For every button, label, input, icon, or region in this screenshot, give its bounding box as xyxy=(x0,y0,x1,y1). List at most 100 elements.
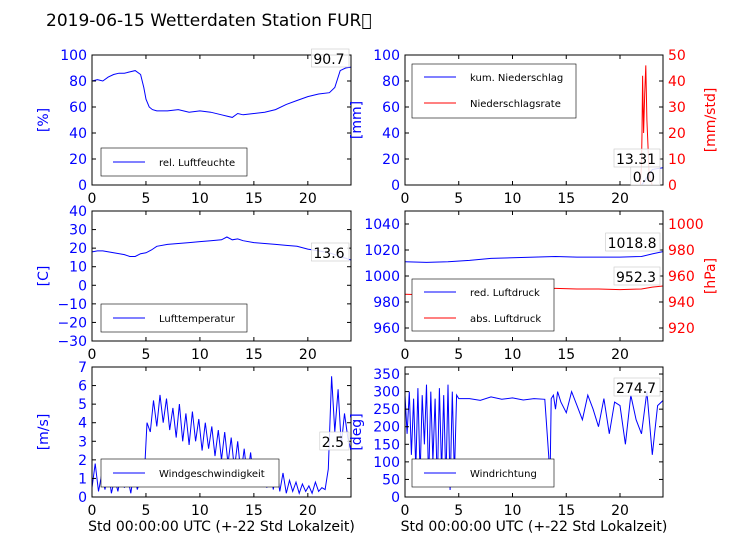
legend-box xyxy=(411,63,577,119)
y-tick-label: 4 xyxy=(78,416,87,432)
legend-label: red. Luftdruck xyxy=(470,288,540,299)
panel-3: 0 5 10 15 20 −30 −20 −10 0 10 20 30 40 [C] Lufttempera… xyxy=(36,204,352,363)
panel-1: 0 5 10 15 20 0 20 40 60 80 100 [%] rel. Luftfeuchte 9… xyxy=(36,48,352,207)
plot-frame xyxy=(404,366,664,498)
series-line-1 xyxy=(405,167,663,185)
y2-tick-label: 10 xyxy=(668,152,686,168)
x-tick-label: 10 xyxy=(504,191,522,207)
series-line-1 xyxy=(405,251,663,263)
y2-tick-label: 960 xyxy=(668,269,695,285)
y-tick-label: −10 xyxy=(57,297,87,313)
legend-label: rel. Luftfeuchte xyxy=(159,158,235,169)
series-line-1 xyxy=(92,66,351,118)
y-tick-label: −30 xyxy=(57,334,87,350)
y-tick-label: 80 xyxy=(382,74,400,90)
series-line-1 xyxy=(92,236,351,261)
y-tick-label: 0 xyxy=(391,178,400,194)
y-tick-label: 100 xyxy=(373,48,400,64)
x-tick-label: 20 xyxy=(299,191,317,207)
legend-box xyxy=(411,278,555,332)
y-tick-label: 200 xyxy=(373,420,400,436)
y-axis-label: [%] xyxy=(36,108,52,132)
y2-tick-label: 40 xyxy=(668,74,686,90)
y2-tick-label: 920 xyxy=(668,321,695,337)
y-tick-label: 150 xyxy=(373,437,400,453)
y-tick-label: 60 xyxy=(69,100,87,116)
x-tick-label: 10 xyxy=(191,503,209,519)
y-tick-label: 10 xyxy=(69,260,87,276)
y-tick-label: 40 xyxy=(382,126,400,142)
y2-tick-label: 940 xyxy=(668,295,695,311)
y-tick-label: 100 xyxy=(373,455,400,471)
annotation-value-box xyxy=(311,48,350,68)
y-tick-label: 1040 xyxy=(364,217,400,233)
y-tick-label: 0 xyxy=(78,278,87,294)
y-tick-label: 0 xyxy=(78,490,87,506)
x-tick-label: 20 xyxy=(299,347,317,363)
annotation-value-2-box xyxy=(630,166,661,186)
y-axis-label: [deg] xyxy=(349,413,365,450)
y-tick-label: 5 xyxy=(78,397,87,413)
x-tick-label: 15 xyxy=(557,347,575,363)
annotation-value-box xyxy=(613,377,661,397)
y-axis-label: [mm] xyxy=(349,101,365,139)
x-tick-label: 15 xyxy=(557,503,575,519)
x-tick-label: 15 xyxy=(245,191,263,207)
y-axis-label: [m/s] xyxy=(36,414,52,451)
y2-tick-label: 0 xyxy=(668,178,677,194)
y-tick-label: 50 xyxy=(382,472,400,488)
x-tick-label: 5 xyxy=(454,503,463,519)
plot-frame xyxy=(404,54,664,186)
annotation-value-2-box xyxy=(613,266,661,286)
legend-label: Niederschlagsrate xyxy=(470,99,561,110)
x-tick-label: 15 xyxy=(557,191,575,207)
x-tick-label: 0 xyxy=(88,191,97,207)
x-tick-label: 10 xyxy=(191,347,209,363)
y2-tick-label: 980 xyxy=(668,243,695,259)
y2-axis-label: [hPa] xyxy=(703,258,719,294)
annotation-value: 90.7 xyxy=(313,52,344,68)
y-tick-label: 6 xyxy=(78,379,87,395)
legend-label: abs. Luftdruck xyxy=(470,314,541,325)
y-tick-label: 1 xyxy=(78,471,87,487)
x-tick-label: 10 xyxy=(504,347,522,363)
x-tick-label: 15 xyxy=(245,503,263,519)
panel-2: 0 5 10 15 20 0 20 40 60 80 100 0 10 20 30 40 50 [mm] [mm/s… xyxy=(349,48,719,207)
y-tick-label: 0 xyxy=(391,490,400,506)
y-tick-label: 100 xyxy=(60,48,87,64)
y-tick-label: 40 xyxy=(69,204,87,220)
x-tick-label: 20 xyxy=(299,503,317,519)
y-tick-label: 20 xyxy=(69,152,87,168)
x-tick-label: 5 xyxy=(141,347,150,363)
y-tick-label: 7 xyxy=(78,360,87,376)
y-tick-label: 300 xyxy=(373,385,400,401)
plot-frame xyxy=(91,54,352,186)
x-tick-label: 15 xyxy=(245,347,263,363)
annotation-value-box xyxy=(319,431,350,451)
x-tick-label: 0 xyxy=(88,503,97,519)
y2-tick-label: 20 xyxy=(668,126,686,142)
y-tick-label: −20 xyxy=(57,315,87,331)
x-tick-label: 20 xyxy=(611,503,629,519)
x-tick-label: 5 xyxy=(454,191,463,207)
x-tick-label: 5 xyxy=(141,191,150,207)
annotation-value: 2.5 xyxy=(322,435,344,451)
plot-frame xyxy=(91,366,352,498)
legend-label: Windgeschwindigkeit xyxy=(159,469,265,480)
x-tick-label: 0 xyxy=(401,347,410,363)
y-tick-label: 2 xyxy=(78,453,87,469)
annotation-value-box xyxy=(311,242,350,262)
y-axis-label: [C] xyxy=(36,266,52,287)
x-axis-label: Std 00:00:00 UTC (+-22 Std Lokalzeit) xyxy=(401,519,668,535)
y-tick-label: 250 xyxy=(373,402,400,418)
y-tick-label: 0 xyxy=(78,178,87,194)
x-tick-label: 10 xyxy=(191,191,209,207)
y-tick-label: 3 xyxy=(78,434,87,450)
y-tick-label: 30 xyxy=(69,223,87,239)
annotation-value: 274.7 xyxy=(616,381,656,397)
y2-axis-label: [mm/std] xyxy=(703,88,719,153)
y2-tick-label: 30 xyxy=(668,100,686,116)
legend-label: Windrichtung xyxy=(470,469,537,480)
